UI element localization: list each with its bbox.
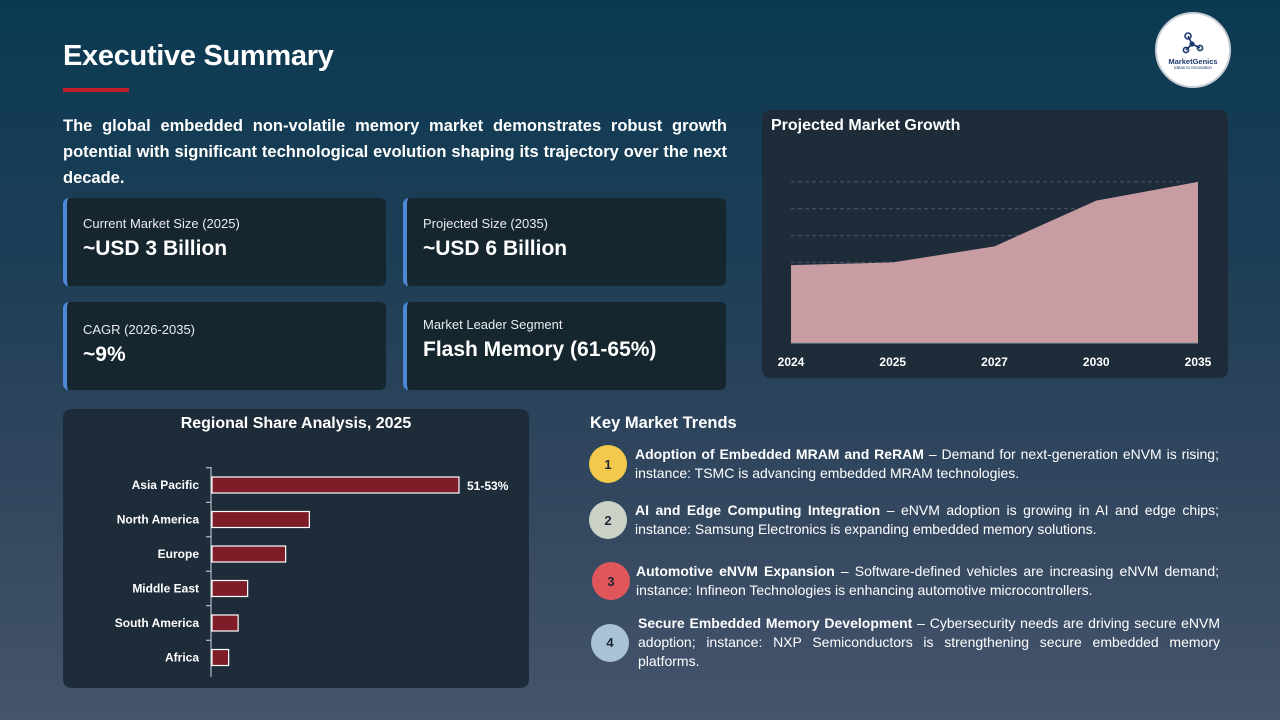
trend-body: – Cybersecurity needs are driving secure… [638, 615, 1220, 669]
intro-paragraph: The global embedded non-volatile memory … [63, 117, 727, 187]
trend-heading: Automotive eNVM Expansion [636, 563, 835, 579]
kpi-label: Current Market Size (2025) [83, 216, 240, 231]
category-label: Africa [165, 651, 199, 665]
kpi-label: Projected Size (2035) [423, 216, 549, 231]
title-underline [63, 88, 129, 92]
logo-name: MarketGenics [1168, 56, 1218, 66]
data-label: 51-53% [467, 479, 509, 493]
trend-body: – eNVM adoption is growing in AI and edg… [635, 502, 1219, 537]
x-tick-label: 2030 [1083, 355, 1110, 369]
kpi-value: Flash Memory (61-65%) [423, 338, 657, 361]
growth-chart: 2024 2025 2027 2030 2035 [778, 181, 1212, 369]
trend-item: 1 Adoption of Embedded MRAM and ReRAM – … [589, 445, 1219, 483]
kpi-value: ~USD 6 Billion [423, 237, 568, 260]
trend-number-badge: 2 [589, 501, 627, 539]
trend-number-badge: 4 [591, 623, 629, 662]
bar [211, 476, 460, 494]
category-label: North America [117, 513, 200, 527]
bar [211, 545, 287, 563]
regional-chart: Asia Pacific 51-53% North America Europe Mid… [115, 467, 509, 677]
kpi-value: ~9% [83, 343, 126, 366]
regional-chart-title: Regional Share Analysis, 2025 [180, 415, 412, 432]
kpi-value: ~USD 3 Billion [83, 237, 228, 260]
growth-area [791, 181, 1198, 343]
kpi-label: CAGR (2026-2035) [83, 322, 195, 337]
bar [211, 614, 239, 632]
category-label: Asia Pacific [132, 478, 200, 492]
kpi-current-size: Current Market Size (2025) ~USD 3 Billio… [63, 198, 386, 286]
trend-heading: Adoption of Embedded MRAM and ReRAM [635, 446, 924, 462]
trend-body: – Software-defined vehicles are increasi… [636, 563, 1219, 598]
logo: MarketGenics Ideas to Innovation [1155, 12, 1231, 88]
kpi-cagr: CAGR (2026-2035) ~9% [63, 302, 386, 390]
growth-chart-title: Projected Market Growth [771, 117, 961, 134]
trend-text: Adoption of Embedded MRAM and ReRAM – De… [635, 445, 1219, 483]
x-tick-label: 2024 [778, 355, 805, 369]
x-tick-label: 2025 [879, 355, 906, 369]
x-tick-label: 2035 [1185, 355, 1212, 369]
logo-tagline: Ideas to Innovation [1173, 65, 1213, 71]
trend-item: 2 AI and Edge Computing Integration – eN… [589, 501, 1219, 539]
network-icon [1182, 31, 1204, 53]
trend-heading: AI and Edge Computing Integration [635, 502, 881, 518]
growth-chart-panel: Projected Market Growth 2024 2025 2027 2030… [762, 110, 1228, 378]
trend-text: Secure Embedded Memory Development – Cyb… [638, 614, 1220, 671]
trend-item: 3 Automotive eNVM Expansion – Software-d… [592, 562, 1219, 600]
category-label: South America [115, 616, 200, 630]
trend-number-badge: 3 [592, 562, 630, 600]
bar [211, 510, 310, 529]
category-label: Middle East [132, 582, 199, 596]
bar [211, 648, 230, 667]
trend-body: – Demand for next-generation eNVM is ris… [635, 446, 1219, 481]
trend-text: AI and Edge Computing Integration – eNVM… [635, 501, 1219, 539]
kpi-projected-size: Projected Size (2035) ~USD 6 Billion [403, 198, 726, 286]
trend-item: 4 Secure Embedded Memory Development – C… [591, 614, 1220, 671]
category-label: Europe [158, 547, 200, 561]
page-title: Executive Summary [63, 40, 334, 72]
kpi-leader-segment: Market Leader Segment Flash Memory (61-6… [403, 302, 726, 390]
regional-chart-panel: Regional Share Analysis, 2025 Asia Pacif… [63, 409, 529, 688]
bar [211, 579, 249, 598]
trends-title: Key Market Trends [590, 414, 737, 432]
x-tick-label: 2027 [981, 355, 1008, 369]
kpi-label: Market Leader Segment [423, 317, 563, 332]
trend-number-badge: 1 [589, 445, 627, 483]
trend-text: Automotive eNVM Expansion – Software-def… [636, 562, 1219, 600]
trend-heading: Secure Embedded Memory Development [638, 615, 913, 631]
